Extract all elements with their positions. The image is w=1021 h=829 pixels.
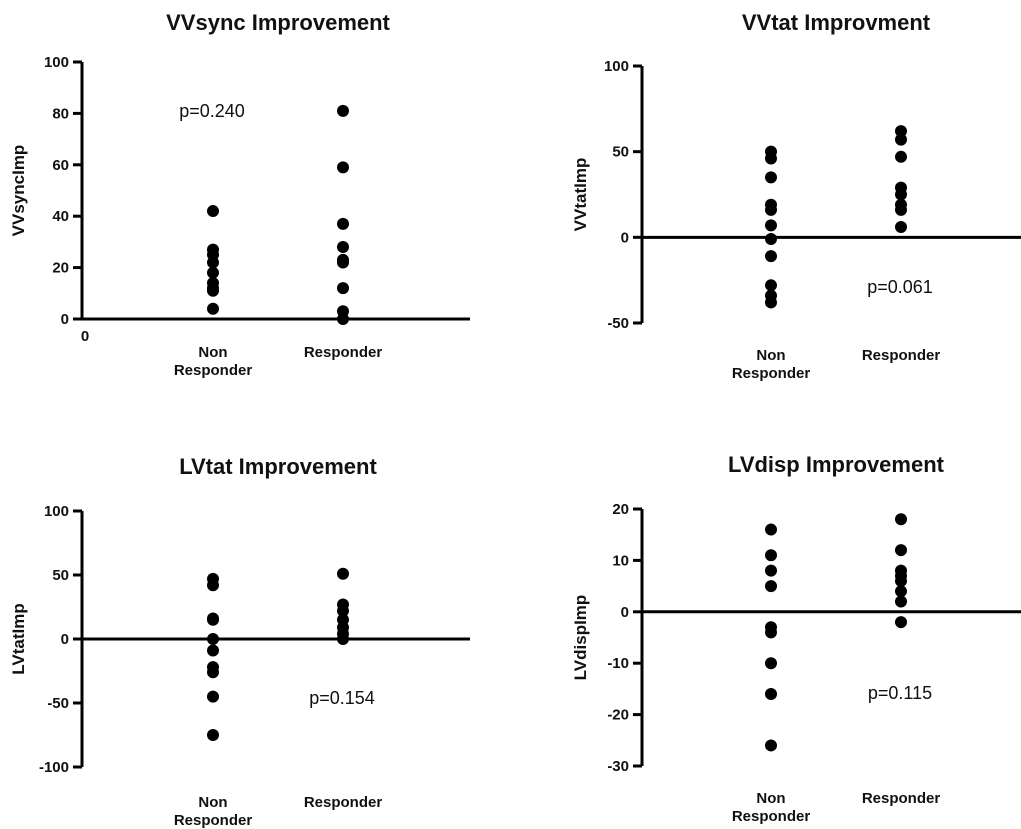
y-tick-label: 0 bbox=[61, 311, 69, 328]
data-point bbox=[765, 296, 777, 309]
data-point bbox=[207, 613, 219, 626]
data-point bbox=[207, 205, 219, 218]
category-label: Responder bbox=[304, 344, 383, 361]
y-tick-label: -30 bbox=[607, 758, 629, 775]
data-point bbox=[337, 161, 349, 174]
y-tick-label: 40 bbox=[52, 208, 69, 225]
data-point bbox=[765, 523, 777, 536]
data-point bbox=[765, 688, 777, 701]
data-point bbox=[765, 657, 777, 670]
data-point bbox=[765, 250, 777, 263]
data-point bbox=[895, 125, 907, 138]
p-value-annotation: p=0.240 bbox=[179, 101, 245, 121]
p-value-annotation: p=0.115 bbox=[868, 683, 932, 703]
data-point bbox=[337, 313, 349, 325]
y-tick-label: 100 bbox=[44, 54, 69, 71]
data-point bbox=[765, 279, 777, 292]
data-point bbox=[207, 690, 219, 703]
y-tick-label: 0 bbox=[621, 604, 629, 621]
chart-panel-3: LVtat Improvement LVtatImp -100 -50 0 50 100 No… bbox=[9, 454, 470, 829]
y-axis-label: LVtatImp bbox=[9, 603, 28, 674]
chart-panel-1: VVsync Improvement VVsyncImp 0 20 40 60 80 100 0… bbox=[9, 10, 470, 379]
data-point bbox=[765, 203, 777, 216]
data-point bbox=[765, 219, 777, 232]
data-point bbox=[337, 604, 349, 617]
data-point bbox=[765, 171, 777, 184]
chart-title: VVtat Improvment bbox=[742, 10, 931, 35]
data-point bbox=[337, 256, 349, 269]
chart-title: LVtat Improvement bbox=[179, 454, 377, 479]
chart-panel-2: VVtat Improvment VVtatImp -50 0 50 100 Non Resp… bbox=[571, 10, 1021, 382]
y-axis-label: VVtatImp bbox=[571, 158, 590, 232]
data-point bbox=[765, 626, 777, 639]
data-point bbox=[207, 644, 219, 657]
y-axis-label: VVsyncImp bbox=[9, 145, 28, 237]
data-point bbox=[337, 282, 349, 295]
data-point bbox=[895, 150, 907, 163]
data-point bbox=[765, 564, 777, 577]
category-label: Responder bbox=[304, 794, 383, 811]
chart-title: LVdisp Improvement bbox=[728, 452, 945, 477]
category-label: Non Responder bbox=[174, 794, 253, 829]
y-axis-label: LVdispImp bbox=[571, 595, 590, 681]
category-label: Non Responder bbox=[732, 347, 811, 382]
data-point bbox=[337, 104, 349, 117]
data-point bbox=[207, 633, 219, 645]
chart-panel-4: LVdisp Improvement LVdispImp -30 -20 -10 0 10 2… bbox=[571, 452, 1021, 825]
data-point bbox=[895, 513, 907, 526]
y-tick-label: -100 bbox=[39, 759, 69, 776]
data-point bbox=[895, 221, 907, 234]
category-label: Non Responder bbox=[174, 344, 253, 379]
chart-title: VVsync Improvement bbox=[166, 10, 390, 35]
y-tick-label: 100 bbox=[604, 58, 629, 75]
data-point bbox=[207, 579, 219, 592]
y-tick-label: 50 bbox=[52, 567, 69, 584]
y-tick-label: 100 bbox=[44, 503, 69, 520]
data-point bbox=[337, 241, 349, 254]
y-tick-label: 60 bbox=[52, 157, 69, 174]
data-point bbox=[207, 266, 219, 279]
y-tick-label: -50 bbox=[47, 695, 69, 712]
data-point bbox=[765, 580, 777, 593]
data-point bbox=[207, 302, 219, 315]
data-point bbox=[895, 585, 907, 598]
y-tick-label: 10 bbox=[612, 552, 629, 569]
data-point bbox=[895, 133, 907, 146]
data-point bbox=[207, 729, 219, 741]
y-tick-label: -50 bbox=[607, 315, 629, 332]
p-value-annotation: p=0.154 bbox=[309, 688, 375, 708]
data-point bbox=[765, 549, 777, 562]
category-label: Non Responder bbox=[732, 790, 811, 825]
data-point bbox=[207, 666, 219, 679]
data-point bbox=[895, 203, 907, 216]
p-value-annotation: p=0.061 bbox=[867, 277, 933, 297]
category-label: Responder bbox=[862, 790, 941, 807]
data-point bbox=[207, 284, 219, 297]
y-tick-label: -10 bbox=[607, 655, 629, 672]
y-tick-label: 50 bbox=[612, 144, 629, 161]
x-origin-label: 0 bbox=[81, 328, 89, 345]
y-tick-label: -20 bbox=[607, 707, 629, 724]
data-point bbox=[337, 633, 349, 645]
data-point bbox=[207, 256, 219, 269]
data-point bbox=[895, 188, 907, 201]
y-tick-label: 0 bbox=[61, 631, 69, 648]
data-point bbox=[765, 233, 777, 246]
y-tick-label: 20 bbox=[52, 260, 69, 277]
data-point bbox=[895, 595, 907, 608]
data-point bbox=[895, 616, 907, 629]
data-point bbox=[895, 544, 907, 557]
y-tick-label: 20 bbox=[612, 501, 629, 518]
data-point bbox=[337, 217, 349, 230]
category-label: Responder bbox=[862, 347, 941, 364]
data-point bbox=[895, 574, 907, 587]
y-tick-label: 80 bbox=[52, 105, 69, 122]
y-tick-label: 0 bbox=[621, 229, 629, 246]
data-point bbox=[765, 152, 777, 165]
data-point bbox=[765, 739, 777, 752]
data-point bbox=[337, 567, 349, 580]
